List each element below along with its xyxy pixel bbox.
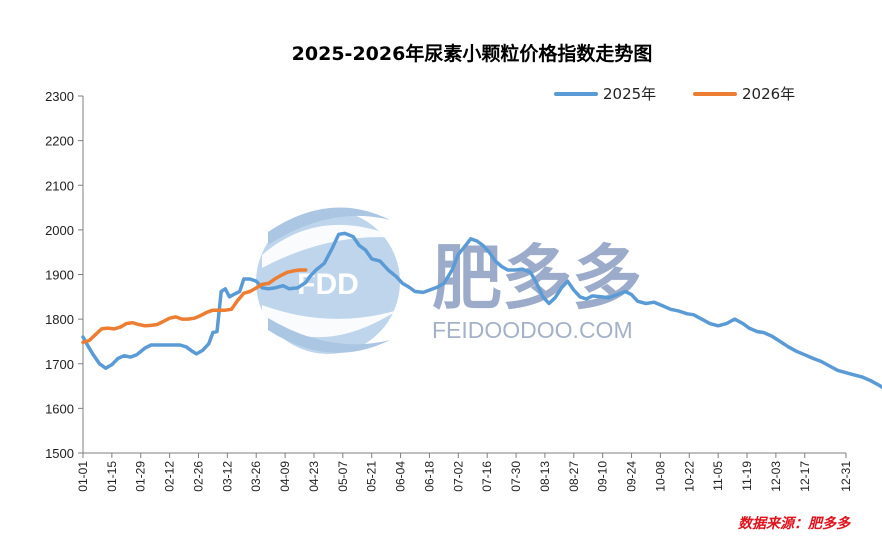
x-tick-label: 04-23 [307, 461, 321, 492]
watermark-logo-icon [256, 207, 400, 354]
x-tick-label: 12-17 [798, 461, 812, 492]
y-tick-label: 2000 [45, 223, 74, 238]
y-tick-label: 2300 [45, 89, 74, 104]
x-tick-label: 01-01 [76, 461, 90, 492]
y-tick-label: 2100 [45, 178, 74, 193]
watermark-cn: 肥多多 [432, 237, 642, 319]
y-tick-label: 1800 [45, 312, 74, 327]
y-tick-label: 1600 [45, 401, 74, 416]
x-tick-label: 09-10 [596, 461, 610, 492]
x-tick-label: 02-12 [163, 461, 177, 492]
x-tick-label: 05-07 [336, 461, 350, 492]
x-tick-label: 06-04 [394, 461, 408, 492]
chart-title: 2025-2026年尿素小颗粒价格指数走势图 [292, 42, 653, 65]
watermark: FDD 肥多多 FEIDOODOO.COM [256, 207, 642, 354]
x-tick-label: 08-13 [538, 461, 552, 492]
watermark-logo-text: FDD [297, 268, 359, 301]
data-source: 数据来源：肥多多 [738, 515, 851, 532]
x-tick-label: 06-18 [422, 461, 436, 492]
legend: 2025年 2026年 [554, 85, 795, 103]
x-tick-label: 08-27 [567, 461, 581, 492]
x-tick-label: 01-15 [105, 461, 119, 492]
y-tick-label: 1700 [45, 357, 74, 372]
y-tick-label: 1500 [45, 446, 74, 461]
x-tick-label: 03-26 [249, 461, 263, 492]
legend-label-2026: 2026年 [742, 85, 795, 103]
x-tick-label: 12-31 [839, 461, 853, 492]
x-tick-label: 01-29 [134, 461, 148, 492]
x-tick-label: 07-02 [451, 461, 465, 492]
x-tick-label: 09-24 [625, 461, 639, 492]
x-tick-label: 07-16 [480, 461, 494, 492]
watermark-en: FEIDOODOO.COM [432, 317, 633, 343]
x-tick-label: 10-22 [682, 461, 696, 492]
y-tick-label: 2200 [45, 134, 74, 149]
x-tick-group: 01-01 01-15 01-29 02-12 02-26 03-12 03-26 04-09… [76, 453, 853, 492]
series-group [81, 231, 882, 390]
x-tick-label: 11-19 [740, 461, 754, 491]
y-tick-group: 1500 1600 1700 1800 1900 2000 2100 2200 2300 [45, 89, 83, 461]
x-tick-label: 10-08 [653, 461, 667, 492]
x-tick-label: 04-09 [278, 461, 292, 492]
x-tick-label: 11-05 [711, 461, 725, 491]
y-tick-label: 1900 [45, 268, 74, 283]
x-tick-label: 07-30 [509, 461, 523, 492]
series-line-1 [81, 268, 308, 345]
legend-label-2025: 2025年 [603, 85, 656, 103]
x-tick-label: 02-26 [191, 461, 205, 492]
x-tick-label: 12-03 [769, 461, 783, 492]
series-line-0 [81, 231, 882, 390]
x-tick-label: 05-21 [365, 461, 379, 492]
x-tick-label: 03-12 [220, 461, 234, 492]
